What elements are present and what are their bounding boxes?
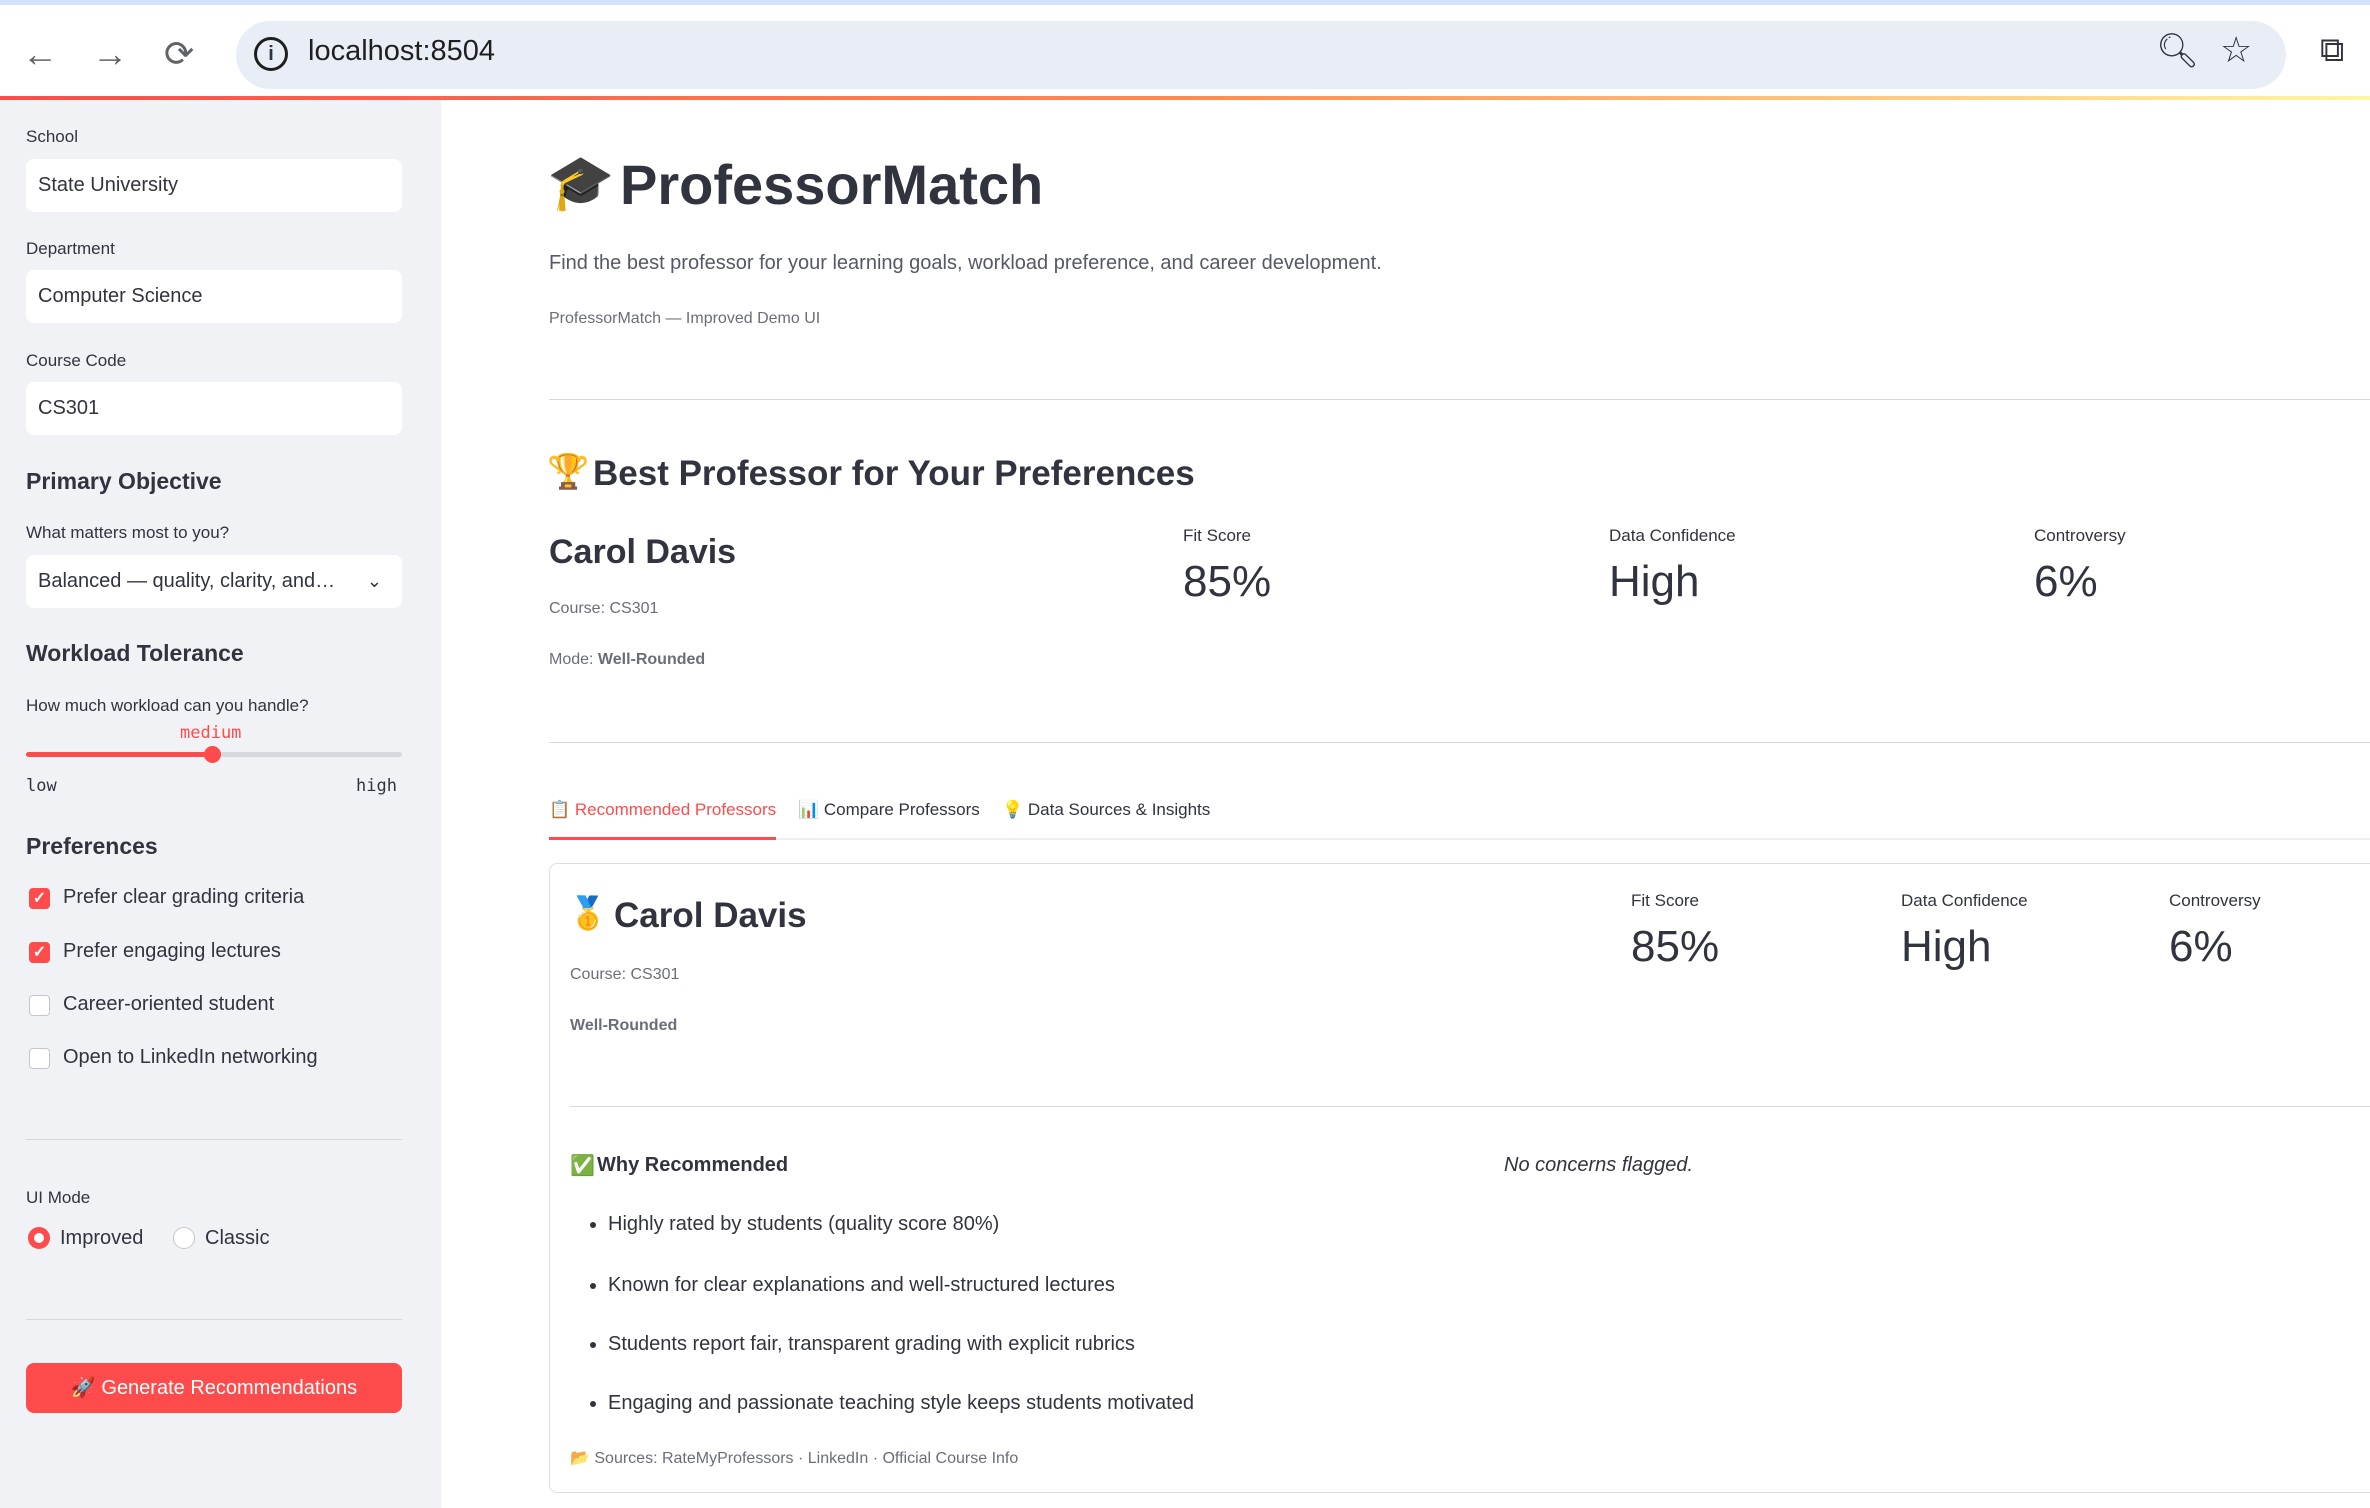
check-mark-icon: ✅ <box>570 1155 595 1177</box>
metric-label: Controversy <box>2169 891 2261 910</box>
slider-max-label: high <box>356 776 397 796</box>
divider <box>549 742 2370 743</box>
workload-value: medium <box>180 723 242 743</box>
card-course: Course: CS301 <box>570 966 680 983</box>
trophy-icon: 🏆 <box>547 453 590 491</box>
metric-label: Fit Score <box>1183 526 1252 545</box>
tab-label: Compare Professors <box>823 800 980 819</box>
card-metric-controversy: 6% <box>2169 922 2233 971</box>
ui-mode-label: UI Mode <box>26 1188 91 1207</box>
tab-data-sources[interactable]: 💡 Data Sources & Insights <box>1002 800 1210 820</box>
bar-chart-icon: 📊 <box>798 800 820 819</box>
reason-item: Students report fair, transparent gradin… <box>608 1333 1135 1356</box>
divider <box>549 399 2370 400</box>
tab-label: Recommended Professors <box>574 800 777 819</box>
folder-icon: 📂 <box>570 1450 590 1467</box>
school-input[interactable]: State University <box>26 159 402 212</box>
objective-select[interactable]: Balanced — quality, clarity, and… ⌄ <box>26 555 402 608</box>
metric-label: Controversy <box>2034 526 2126 545</box>
card-metric-data-confidence: High <box>1901 922 1992 971</box>
card-mode-tag: Well-Rounded <box>570 1017 678 1034</box>
divider <box>570 1106 2370 1107</box>
checkbox-unchecked-icon[interactable] <box>29 1048 50 1069</box>
page-caption: ProfessorMatch — Improved Demo UI <box>549 310 821 327</box>
radio-selected-icon[interactable] <box>28 1227 50 1249</box>
chevron-down-icon: ⌄ <box>366 571 382 591</box>
professor-card: 🥇 Carol Davis Course: CS301 Well-Rounded… <box>549 863 2370 1493</box>
checkbox-unchecked-icon[interactable] <box>29 995 50 1016</box>
tab-bar <box>549 838 2370 840</box>
checkbox-label: Open to LinkedIn networking <box>63 1046 318 1068</box>
primary-objective-heading: Primary Objective <box>26 468 222 494</box>
why-recommended-heading: Why Recommended <box>597 1154 789 1176</box>
radio-label: Classic <box>205 1227 270 1249</box>
checkbox-label: Prefer engaging lectures <box>63 940 281 962</box>
workload-label: How much workload can you handle? <box>26 696 309 715</box>
metric-label: Fit Score <box>1631 891 1700 910</box>
metric-data-confidence: High <box>1609 557 1700 606</box>
page-title: ProfessorMatch <box>620 153 1044 216</box>
objective-selected-value: Balanced — quality, clarity, and… <box>38 570 336 592</box>
radio-unselected-icon[interactable] <box>173 1227 195 1249</box>
metric-label: Data Confidence <box>1901 891 2028 910</box>
preferences-heading: Preferences <box>26 833 158 859</box>
forward-icon[interactable]: → <box>92 33 128 74</box>
reload-icon[interactable]: ⟳ <box>164 33 195 74</box>
address-bar[interactable]: i localhost:8504 🔍︎ ☆ <box>236 21 2286 89</box>
header-decoration <box>0 96 2370 100</box>
divider <box>26 1139 402 1140</box>
course-code-label: Course Code <box>26 351 127 370</box>
workload-slider[interactable] <box>26 746 402 763</box>
mode-value: Well-Rounded <box>597 651 706 668</box>
generate-recommendations-button[interactable]: 🚀 Generate Recommendations <box>26 1363 402 1413</box>
tab-recommended-professors[interactable]: 📋 Recommended Professors <box>549 800 777 840</box>
slider-thumb[interactable] <box>204 746 221 763</box>
best-professor-course: Course: CS301 <box>549 600 659 617</box>
metric-controversy: 6% <box>2034 557 2098 606</box>
best-professor-mode: Mode: Well-Rounded <box>549 651 705 669</box>
workload-heading: Workload Tolerance <box>26 640 244 666</box>
card-metric-fit-score: 85% <box>1631 922 1720 971</box>
clipboard-icon: 📋 <box>549 800 571 819</box>
checkbox-checked-icon[interactable]: ✓ <box>29 942 50 963</box>
course-code-input[interactable]: CS301 <box>26 382 402 435</box>
divider <box>26 1319 402 1320</box>
page-subtitle: Find the best professor for your learnin… <box>549 252 1382 274</box>
checkbox-label: Career-oriented student <box>63 993 275 1015</box>
reason-item: Known for clear explanations and well-st… <box>608 1274 1115 1297</box>
back-icon[interactable]: ← <box>22 33 58 74</box>
gold-medal-icon: 🥇 <box>568 895 608 931</box>
best-professor-name: Carol Davis <box>549 533 737 571</box>
objective-label: What matters most to you? <box>26 523 230 542</box>
best-professor-heading: Best Professor for Your Preferences <box>593 454 1195 493</box>
mode-label: Mode: <box>549 651 598 668</box>
browser-toolbar: ← → ⟳ i localhost:8504 🔍︎ ☆ ⧉ <box>0 0 2370 98</box>
reason-item: Highly rated by students (quality score … <box>608 1213 999 1236</box>
department-input[interactable]: Computer Science <box>26 270 402 323</box>
site-info-icon[interactable]: i <box>254 37 288 71</box>
sources-caption: 📂 Sources: RateMyProfessors · LinkedIn ·… <box>570 1448 1018 1468</box>
sidebar: School State University Department Compu… <box>0 100 441 1508</box>
radio-label: Improved <box>60 1227 144 1249</box>
reason-item: Engaging and passionate teaching style k… <box>608 1392 1194 1415</box>
lightbulb-icon: 💡 <box>1002 800 1024 819</box>
metric-fit-score: 85% <box>1183 557 1272 606</box>
concerns-text: No concerns flagged. <box>1504 1154 1694 1176</box>
url-text[interactable]: localhost:8504 <box>308 35 496 67</box>
checkbox-label: Prefer clear grading criteria <box>63 886 305 908</box>
extensions-icon[interactable]: ⧉ <box>2320 31 2345 69</box>
bookmark-star-icon[interactable]: ☆ <box>2220 29 2253 70</box>
checkbox-checked-icon[interactable]: ✓ <box>29 888 50 909</box>
department-label: Department <box>26 239 115 258</box>
sources-text: Sources: RateMyProfessors · LinkedIn · O… <box>594 1450 1019 1467</box>
slider-fill <box>26 752 214 757</box>
metric-label: Data Confidence <box>1609 526 1736 545</box>
tab-compare-professors[interactable]: 📊 Compare Professors <box>798 800 980 820</box>
graduation-cap-icon: 🎓 <box>547 153 615 213</box>
school-label: School <box>26 127 78 146</box>
card-professor-name: Carol Davis <box>614 896 807 935</box>
tab-label: Data Sources & Insights <box>1027 800 1211 819</box>
slider-min-label: low <box>26 776 57 796</box>
zoom-icon[interactable]: 🔍︎ <box>2156 32 2200 70</box>
